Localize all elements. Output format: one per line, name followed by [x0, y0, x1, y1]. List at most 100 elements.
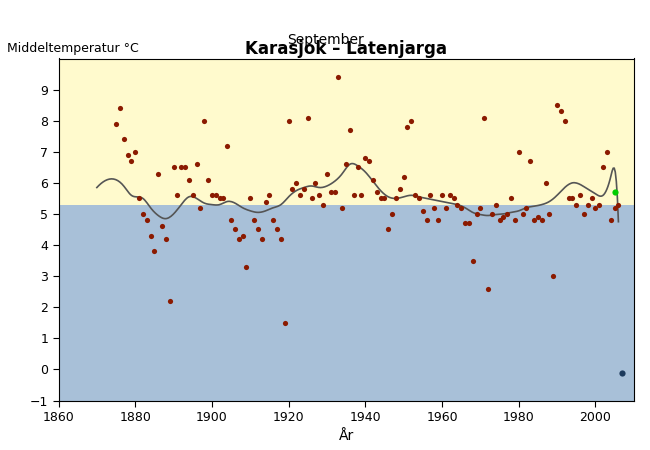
Point: [134, 195, 144, 202]
Point: [337, 204, 348, 212]
Point: [126, 158, 136, 165]
Point: [356, 192, 367, 199]
Point: [153, 170, 163, 177]
Point: [348, 192, 359, 199]
Point: [191, 161, 202, 168]
Point: [495, 216, 505, 224]
Point: [433, 216, 443, 224]
Point: [310, 179, 320, 186]
Point: [314, 192, 324, 199]
Point: [211, 192, 221, 199]
Point: [467, 257, 478, 264]
Point: [268, 216, 278, 224]
Point: [226, 216, 237, 224]
Point: [295, 192, 306, 199]
Point: [602, 148, 612, 155]
Point: [517, 210, 528, 217]
Point: [146, 232, 156, 239]
Point: [395, 185, 405, 193]
Point: [364, 158, 374, 165]
Point: [582, 201, 593, 208]
Point: [214, 195, 225, 202]
Point: [502, 210, 512, 217]
Point: [261, 198, 271, 205]
Point: [229, 226, 240, 233]
Point: [184, 176, 194, 183]
Point: [233, 235, 244, 243]
Point: [372, 189, 382, 196]
Point: [272, 226, 282, 233]
Point: [610, 189, 620, 196]
Point: [249, 216, 259, 224]
Point: [387, 210, 397, 217]
Point: [360, 154, 370, 162]
Point: [533, 213, 543, 220]
Point: [410, 192, 421, 199]
Point: [207, 192, 217, 199]
Point: [586, 195, 597, 202]
Point: [498, 213, 508, 220]
Point: [114, 105, 125, 112]
Point: [138, 210, 148, 217]
Point: [560, 117, 570, 124]
Point: [510, 216, 520, 224]
Point: [606, 216, 616, 224]
Bar: [58, 205, 634, 400]
Point: [111, 120, 122, 127]
Point: [540, 179, 551, 186]
Point: [479, 114, 489, 121]
Point: [164, 297, 175, 305]
Point: [610, 204, 620, 212]
Point: [168, 164, 179, 171]
Text: Middeltemperatur °C: Middeltemperatur °C: [6, 42, 138, 55]
Bar: [58, 27, 634, 205]
Point: [326, 189, 336, 196]
Point: [590, 204, 601, 212]
Point: [172, 192, 183, 199]
Point: [402, 123, 413, 130]
Point: [460, 220, 470, 227]
Point: [306, 195, 317, 202]
Point: [471, 210, 482, 217]
Point: [218, 195, 229, 202]
Text: September: September: [287, 33, 363, 47]
Point: [398, 173, 409, 180]
Point: [567, 195, 578, 202]
Point: [594, 201, 604, 208]
Point: [330, 189, 340, 196]
Point: [276, 235, 286, 243]
Point: [303, 114, 313, 121]
Title: Karasjok – Latenjarga: Karasjok – Latenjarga: [245, 40, 447, 58]
Point: [318, 201, 328, 208]
Point: [463, 220, 474, 227]
Point: [506, 195, 516, 202]
Point: [241, 263, 252, 270]
Point: [376, 195, 386, 202]
Point: [333, 73, 344, 81]
Point: [575, 192, 585, 199]
Point: [157, 223, 167, 230]
Point: [322, 170, 332, 177]
Point: [536, 216, 547, 224]
Point: [203, 176, 213, 183]
Point: [161, 235, 171, 243]
Point: [425, 192, 436, 199]
Point: [564, 195, 574, 202]
Point: [344, 126, 355, 134]
Point: [418, 207, 428, 215]
Point: [406, 117, 417, 124]
Point: [237, 232, 248, 239]
Point: [437, 192, 447, 199]
Point: [341, 161, 351, 168]
Point: [299, 185, 309, 193]
Point: [452, 201, 463, 208]
Point: [552, 102, 562, 109]
Point: [257, 235, 267, 243]
Point: [529, 216, 539, 224]
Point: [483, 285, 493, 292]
Point: [188, 192, 198, 199]
Point: [429, 204, 439, 212]
Point: [491, 201, 501, 208]
Point: [521, 204, 532, 212]
Point: [556, 108, 566, 115]
